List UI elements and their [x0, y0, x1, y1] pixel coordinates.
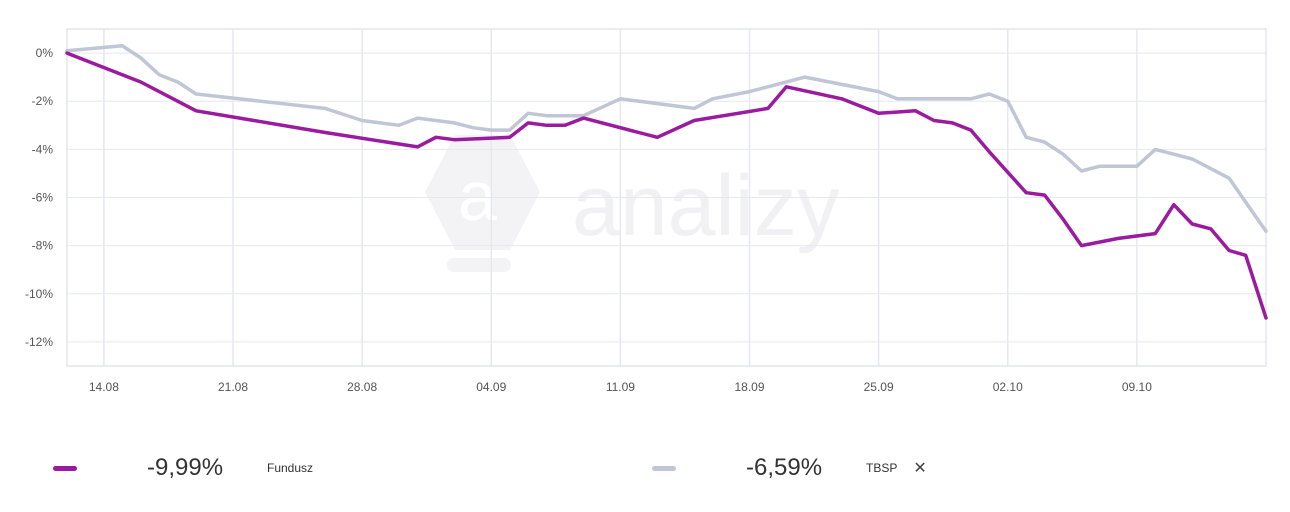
y-tick-label: -4%	[32, 142, 54, 156]
x-tick-label: 18.09	[734, 380, 764, 394]
watermark-logo-icon	[425, 135, 540, 250]
y-tick-label: -8%	[32, 239, 54, 253]
legend-item-tbsp: -6,59% TBSP ✕	[652, 450, 927, 486]
series-line-fundusz	[65, 51, 1268, 320]
legend-name: TBSP	[866, 461, 898, 475]
legend-value: -6,59%	[746, 454, 823, 481]
y-tick-label: -6%	[32, 191, 54, 205]
watermark-logo-base-icon	[447, 258, 511, 272]
legend-item-fundusz: -9,99% Fundusz	[53, 450, 313, 486]
watermark: a analizy	[425, 135, 840, 272]
x-tick-label: 14.08	[89, 380, 119, 394]
watermark-logo-glyph: a	[458, 157, 497, 235]
x-tick-label: 04.09	[476, 380, 506, 394]
x-tick-label: 09.10	[1122, 380, 1152, 394]
legend-swatch	[652, 465, 676, 471]
legend-value: -9,99%	[147, 454, 224, 481]
watermark-text: analizy	[572, 158, 840, 254]
x-tick-label: 25.09	[864, 380, 894, 394]
y-tick-label: -12%	[25, 335, 53, 349]
legend-name: Fundusz	[267, 461, 314, 475]
x-tick-label: 11.09	[606, 380, 635, 394]
series-line-tbsp	[65, 44, 1268, 233]
chart: a analizy 0% -2% -4% -6% -8% -10% -12% 14.08 21.…	[25, 28, 1268, 394]
x-tick-label: 02.10	[993, 380, 1023, 394]
x-tick-label: 21.08	[218, 380, 248, 394]
y-tick-label: 0%	[36, 46, 54, 60]
y-tick-label: -10%	[25, 287, 53, 301]
remove-series-close-icon[interactable]: ✕	[913, 460, 927, 477]
x-tick-label: 28.08	[347, 380, 377, 394]
y-tick-label: -2%	[32, 94, 54, 108]
legend-swatch	[53, 465, 77, 471]
